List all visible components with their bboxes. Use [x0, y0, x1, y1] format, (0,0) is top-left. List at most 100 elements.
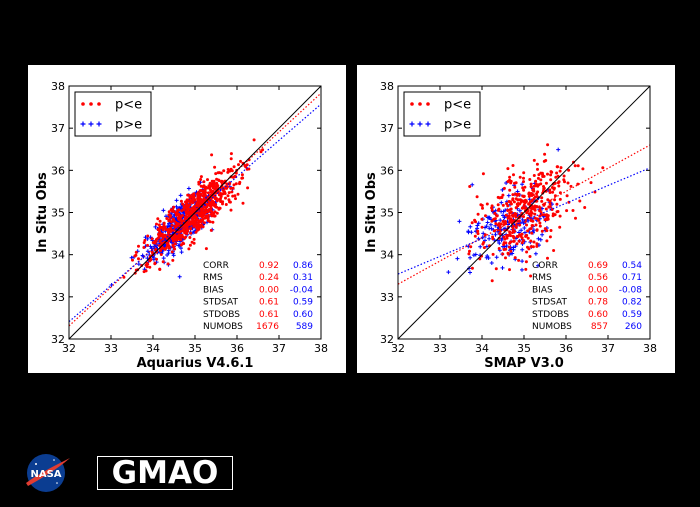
- scatter-point-pe: [504, 213, 508, 217]
- scatter-point-pe: [516, 198, 520, 202]
- chart-svg: 32 33 34 35 36 37 38 32 33 34 35 36 37 38 SMAP V3.0 In …: [364, 80, 657, 371]
- x-tick-label: 33: [104, 342, 118, 355]
- scatter-point-pe: [210, 203, 214, 207]
- scatter-point-pe: [533, 212, 537, 216]
- scatter-point-pe: [171, 258, 175, 262]
- scatter-point-pe: [484, 214, 487, 218]
- scatter-point-pe: [188, 243, 192, 247]
- chart-svg: 32 33 34 35 36 37 38 32 33 34 35 36 37 38 Aquarius V4.…: [35, 80, 328, 371]
- scatter-point-pe: [158, 268, 162, 271]
- scatter-point-ge: [497, 241, 502, 246]
- scatter-point-pe: [159, 248, 163, 251]
- scatter-point-pe: [207, 184, 211, 188]
- scatter-point-pe: [528, 255, 532, 258]
- stat-value-pe: 0.24: [259, 273, 279, 283]
- scatter-point-pe: [200, 219, 204, 223]
- scatter-point-pe: [521, 239, 525, 243]
- scatter-point-pe: [159, 253, 163, 256]
- scatter-point-pe: [188, 203, 192, 207]
- legend-marker-ge: [80, 121, 86, 127]
- scatter-point-pe: [494, 222, 498, 226]
- scatter-point-pe: [515, 242, 519, 246]
- scatter-point-pe: [490, 206, 494, 210]
- stat-value-ge: 0.86: [293, 261, 313, 271]
- scatter-point-pe: [188, 207, 192, 211]
- scatter-point-pe: [549, 173, 553, 177]
- scatter-point-pe: [215, 205, 219, 209]
- stat-value-pe: 0.56: [588, 273, 608, 283]
- scatter-point-pe: [538, 224, 542, 228]
- y-tick-label: 34: [380, 249, 394, 262]
- scatter-point-pe: [548, 188, 552, 192]
- scatter-point-pe: [552, 249, 556, 252]
- scatter-point-pe: [542, 187, 546, 191]
- scatter-point-pe: [259, 150, 263, 154]
- scatter-point-pe: [502, 248, 506, 251]
- scatter-point-pe: [207, 208, 211, 212]
- scatter-point-ge: [500, 265, 505, 270]
- scatter-point-ge: [506, 193, 511, 198]
- scatter-point-pe: [157, 228, 161, 232]
- scatter-point-pe: [527, 212, 531, 216]
- legend-marker-ge: [96, 121, 102, 127]
- scatter-point-ge: [136, 262, 141, 267]
- scatter-point-ge: [165, 253, 170, 257]
- scatter-point-pe: [223, 190, 226, 194]
- stat-label: RMS: [203, 273, 223, 283]
- x-tick-label: 38: [314, 342, 328, 355]
- scatter-point-ge: [468, 270, 472, 275]
- scatter-point-ge: [536, 263, 540, 268]
- scatter-point-pe: [198, 220, 202, 224]
- scatter-point-pe: [532, 174, 536, 177]
- scatter-point-pe: [202, 185, 206, 189]
- scatter-point-pe: [505, 234, 509, 238]
- scatter-point-ge: [504, 244, 509, 248]
- scatter-point-pe: [177, 218, 181, 221]
- scatter-point-pe: [220, 179, 224, 183]
- scatter-point-pe: [200, 189, 204, 193]
- scatter-point-pe: [543, 227, 547, 231]
- scatter-point-pe: [198, 225, 202, 229]
- scatter-point-pe: [230, 190, 234, 194]
- scatter-point-pe: [557, 180, 561, 184]
- scatter-point-pe: [469, 245, 473, 249]
- scatter-point-ge: [484, 255, 489, 260]
- x-tick-label: 32: [62, 342, 76, 355]
- scatter-point-pe: [501, 252, 505, 256]
- scatter-point-pe: [215, 181, 219, 185]
- scatter-point-pe: [576, 164, 580, 168]
- scatter-point-pe: [565, 209, 569, 213]
- scatter-point-ge: [523, 230, 527, 235]
- stat-value-pe: 857: [591, 322, 608, 332]
- scatter-point-pe: [261, 148, 265, 152]
- scatter-point-pe: [216, 184, 220, 188]
- scatter-point-pe: [208, 181, 212, 185]
- scatter-point-pe: [531, 193, 535, 197]
- stat-value-pe: 0.92: [259, 261, 279, 271]
- plot-area: [69, 86, 321, 339]
- stat-value-ge: 260: [625, 322, 642, 332]
- scatter-point-pe: [576, 182, 580, 186]
- scatter-point-pe: [578, 199, 582, 203]
- y-tick-label: 38: [51, 80, 65, 93]
- scatter-point-pe: [522, 206, 526, 210]
- scatter-point-pe: [146, 262, 150, 266]
- scatter-point-ge: [533, 251, 538, 256]
- stat-value-pe: 0.61: [259, 298, 279, 308]
- x-axis-label: SMAP V3.0: [484, 356, 564, 371]
- scatter-point-ge: [531, 228, 536, 233]
- scatter-point-pe: [558, 197, 562, 201]
- scatter-point-pe: [502, 186, 506, 190]
- stat-value-ge: 0.54: [622, 261, 642, 271]
- scatter-point-pe: [513, 256, 517, 260]
- scatter-point-ge: [153, 224, 158, 229]
- legend-marker-pe: [426, 102, 430, 106]
- scatter-point-pe: [227, 198, 231, 202]
- scatter-point-pe: [187, 247, 191, 251]
- scatter-point-ge: [161, 256, 166, 261]
- scatter-point-ge: [499, 200, 504, 205]
- scatter-point-pe: [217, 178, 220, 182]
- scatter-point-pe: [529, 245, 533, 249]
- legend-label: p<e: [444, 98, 471, 113]
- scatter-point-pe: [512, 173, 515, 177]
